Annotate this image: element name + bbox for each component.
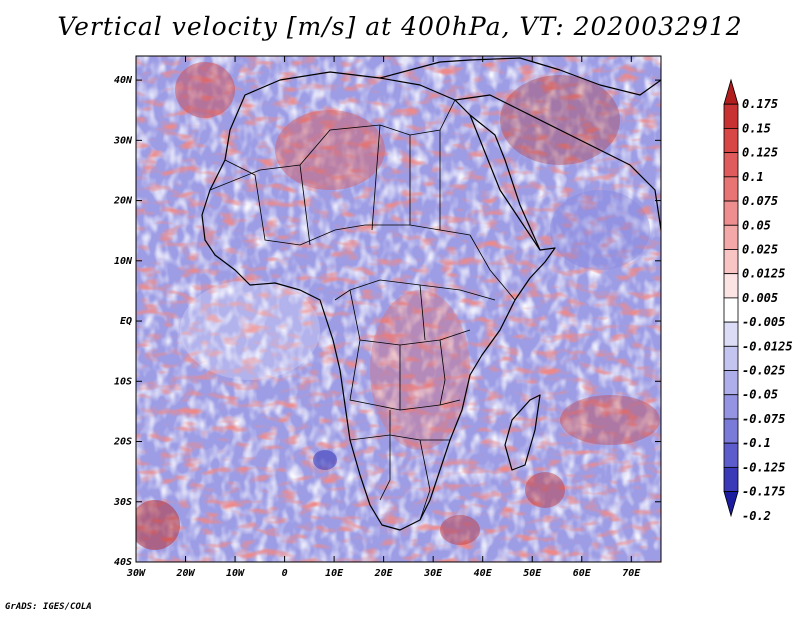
colorbar-segment (723, 224, 739, 250)
colorbar-segment (723, 152, 739, 178)
lat-label: 40S (114, 557, 132, 568)
colorbar-level-label: 0.1 (742, 170, 764, 184)
axis-ticks (135, 56, 661, 563)
lon-label: 50E (523, 568, 542, 579)
colorbar-level-label: 0.005 (742, 291, 778, 305)
colorbar-level-label: -0.005 (742, 315, 785, 329)
colorbar-segment (723, 103, 739, 129)
lon-label: 70E (622, 568, 641, 579)
colorbar-segment (723, 200, 739, 226)
colorbar-level-label: 0.175 (742, 97, 778, 111)
colorbar-level-label: 0.15 (742, 121, 771, 135)
lon-label: 20E (374, 568, 394, 579)
latitude-labels: 40N 30N 20N 10N EQ 10S 20S 30S 40S (113, 75, 133, 568)
colorbar-segment (723, 418, 739, 444)
colorbar-level-label: -0.025 (742, 364, 785, 378)
colorbar-segment (723, 128, 739, 154)
lon-label: 30W (126, 568, 146, 579)
colorbar-segment (723, 370, 739, 396)
grads-credit: GrADS: IGES/COLA (5, 602, 92, 612)
lon-label: 30E (423, 568, 443, 579)
map-frame (135, 55, 662, 563)
colorbar-segment (723, 466, 739, 492)
colorbar-level-label: 0.0125 (742, 267, 785, 281)
colorbar-segment (723, 345, 739, 371)
colorbar-segment (723, 321, 739, 347)
colorbar-top-arrow (723, 78, 739, 105)
lat-label: 30N (113, 135, 133, 146)
lat-label: 30S (113, 497, 132, 508)
lat-label: 20S (113, 437, 132, 448)
colorbar-labels: 0.175 0.15 0.125 0.1 0.075 0.05 0.025 0.0125 0.0… (742, 97, 793, 523)
colorbar-level-label: 0.075 (742, 194, 778, 208)
lon-label: 40E (474, 568, 493, 579)
colorbar-level-label: 0.025 (742, 242, 778, 256)
colorbar-level-label: 0.05 (742, 218, 771, 232)
colorbar-level-label: 0.125 (742, 146, 778, 160)
chart-title: Vertical velocity [m/s] at 400hPa, VT: 2… (57, 12, 743, 41)
lat-label: 10N (114, 256, 133, 267)
colorbar-level-label: -0.05 (742, 388, 778, 402)
colorbar-level-label: -0.2 (742, 509, 771, 523)
longitude-labels: 30W 20W 10W 0 10E 20E 30E 40E 50E 60E 70E (126, 568, 641, 579)
velocity-field (136, 56, 661, 562)
colorbar-segment (723, 297, 739, 323)
lat-label: 10S (114, 376, 132, 387)
colorbar-level-label: -0.075 (742, 412, 785, 426)
lat-label: EQ (120, 316, 132, 327)
lon-label: 10W (226, 568, 245, 579)
country-borders (209, 99, 516, 521)
lon-label: 10E (325, 568, 344, 579)
colorbar-segment (723, 442, 739, 468)
colorbar-level-label: -0.0125 (742, 339, 793, 353)
colorbar (723, 78, 739, 518)
colorbar-bottom-arrow (723, 491, 739, 518)
lon-label: 0 (282, 568, 288, 579)
colorbar-segment (723, 249, 739, 275)
colorbar-level-label: -0.1 (742, 436, 771, 450)
colorbar-level-label: -0.175 (742, 485, 785, 499)
coastlines (201, 57, 662, 531)
lon-label: 60E (573, 568, 592, 579)
colorbar-segment (723, 273, 739, 299)
colorbar-segment (723, 394, 739, 420)
lat-label: 20N (113, 196, 133, 207)
colorbar-segment (723, 176, 739, 202)
lat-label: 40N (114, 75, 133, 86)
lon-label: 20W (175, 568, 195, 579)
colorbar-level-label: -0.125 (742, 460, 785, 474)
